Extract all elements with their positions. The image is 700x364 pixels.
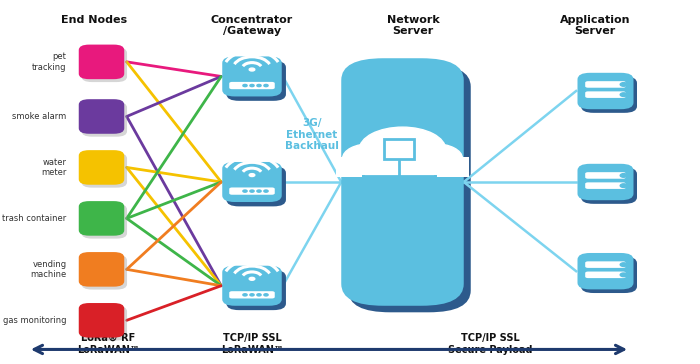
FancyBboxPatch shape	[581, 76, 637, 113]
Circle shape	[620, 273, 627, 277]
FancyBboxPatch shape	[578, 73, 634, 109]
Text: Concentrator
/Gateway: Concentrator /Gateway	[211, 15, 293, 36]
FancyBboxPatch shape	[78, 201, 125, 236]
Circle shape	[620, 184, 627, 187]
FancyBboxPatch shape	[81, 204, 127, 239]
Circle shape	[620, 263, 627, 266]
Text: LoRa® RF
LoRaWAN™: LoRa® RF LoRaWAN™	[77, 333, 140, 355]
Text: trash container: trash container	[2, 214, 66, 223]
Circle shape	[620, 93, 627, 96]
FancyBboxPatch shape	[227, 270, 286, 310]
Circle shape	[620, 83, 627, 86]
Text: vending
machine: vending machine	[30, 260, 66, 279]
Circle shape	[250, 190, 254, 192]
Circle shape	[264, 190, 268, 192]
FancyBboxPatch shape	[585, 261, 626, 268]
FancyBboxPatch shape	[341, 58, 463, 306]
Circle shape	[257, 190, 261, 192]
Text: End Nodes: End Nodes	[62, 15, 127, 24]
FancyBboxPatch shape	[585, 172, 626, 179]
FancyBboxPatch shape	[223, 266, 281, 306]
Text: smoke alarm: smoke alarm	[12, 112, 66, 121]
FancyBboxPatch shape	[223, 56, 281, 96]
Text: TCP/IP SSL
LoRaWAN™: TCP/IP SSL LoRaWAN™	[220, 333, 284, 355]
Circle shape	[359, 127, 446, 172]
Circle shape	[249, 68, 255, 71]
FancyBboxPatch shape	[578, 253, 634, 289]
FancyBboxPatch shape	[585, 81, 626, 88]
Text: TCP/IP SSL
Secure Payload: TCP/IP SSL Secure Payload	[448, 333, 532, 355]
Circle shape	[249, 174, 255, 177]
FancyBboxPatch shape	[348, 65, 470, 312]
Circle shape	[249, 277, 255, 280]
FancyBboxPatch shape	[81, 153, 127, 188]
Circle shape	[243, 294, 247, 296]
FancyBboxPatch shape	[336, 157, 469, 177]
Circle shape	[620, 174, 627, 177]
FancyBboxPatch shape	[78, 45, 125, 79]
Circle shape	[250, 84, 254, 87]
FancyBboxPatch shape	[227, 61, 286, 101]
FancyBboxPatch shape	[585, 182, 626, 189]
FancyBboxPatch shape	[230, 82, 274, 89]
Circle shape	[343, 144, 398, 173]
FancyBboxPatch shape	[581, 257, 637, 293]
FancyBboxPatch shape	[585, 272, 626, 278]
FancyBboxPatch shape	[78, 150, 125, 185]
Text: pet
tracking: pet tracking	[32, 52, 66, 72]
Circle shape	[250, 294, 254, 296]
Circle shape	[264, 294, 268, 296]
FancyBboxPatch shape	[581, 167, 637, 204]
Circle shape	[257, 84, 261, 87]
Text: 3G/
Ethernet
Backhaul: 3G/ Ethernet Backhaul	[285, 118, 339, 151]
Circle shape	[264, 84, 268, 87]
FancyBboxPatch shape	[578, 164, 634, 200]
FancyBboxPatch shape	[81, 255, 127, 290]
Circle shape	[257, 294, 261, 296]
Text: water
meter: water meter	[41, 158, 66, 177]
Text: Network
Server: Network Server	[386, 15, 440, 36]
Circle shape	[407, 144, 462, 173]
FancyBboxPatch shape	[81, 306, 127, 341]
FancyBboxPatch shape	[78, 303, 125, 338]
FancyBboxPatch shape	[230, 291, 274, 298]
FancyBboxPatch shape	[230, 187, 274, 195]
Text: gas monitoring: gas monitoring	[3, 316, 66, 325]
Circle shape	[243, 84, 247, 87]
FancyBboxPatch shape	[81, 102, 127, 136]
FancyBboxPatch shape	[78, 252, 125, 287]
Circle shape	[243, 190, 247, 192]
FancyBboxPatch shape	[585, 91, 626, 98]
Text: Application
Server: Application Server	[560, 15, 630, 36]
FancyBboxPatch shape	[78, 99, 125, 134]
FancyBboxPatch shape	[227, 166, 286, 206]
FancyBboxPatch shape	[81, 47, 127, 82]
FancyBboxPatch shape	[223, 162, 281, 202]
